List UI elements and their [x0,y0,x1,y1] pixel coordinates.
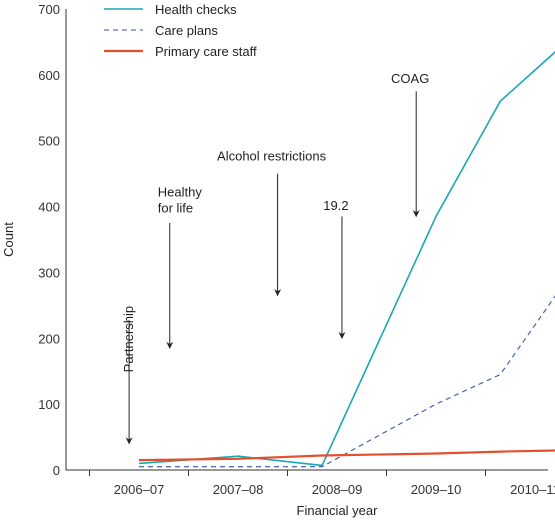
y-tick-label: 400 [38,200,60,215]
annotation-label: for life [158,201,193,216]
x-tick-label: 2009–10 [411,482,462,497]
chart-legend: Health checks Care plans Primary care staf… [104,2,257,59]
x-tick-label: 2008–09 [312,482,363,497]
annotation-label: Healthy [158,185,203,200]
chart-series [138,51,555,468]
x-axis-title: Financial year [297,503,379,518]
annotation-label: Alcohol restrictions [217,148,327,163]
legend-label: Health checks [155,2,237,17]
series-line-primary-care-staff [138,449,555,462]
x-tick-label: 2007–08 [213,482,264,497]
y-tick-label: 700 [38,2,60,17]
y-tick-label: 0 [53,463,60,478]
series-line-care-plans [139,295,555,468]
y-tick-label: 500 [38,134,60,149]
y-tick-label: 300 [38,265,60,280]
y-tick-label: 600 [38,68,60,83]
x-tick-label: 2006–07 [114,482,165,497]
x-tick-label: 2010–11 [510,482,555,497]
y-axis-title: Count [1,222,16,257]
legend-label: Primary care staff [155,44,257,59]
annotation-label: COAG [391,71,429,86]
series-line-health-checks [138,51,555,467]
y-tick-label: 100 [38,397,60,412]
y-tick-label: 200 [38,331,60,346]
legend-label: Care plans [155,23,218,38]
annotation-label: 19.2 [323,198,348,213]
